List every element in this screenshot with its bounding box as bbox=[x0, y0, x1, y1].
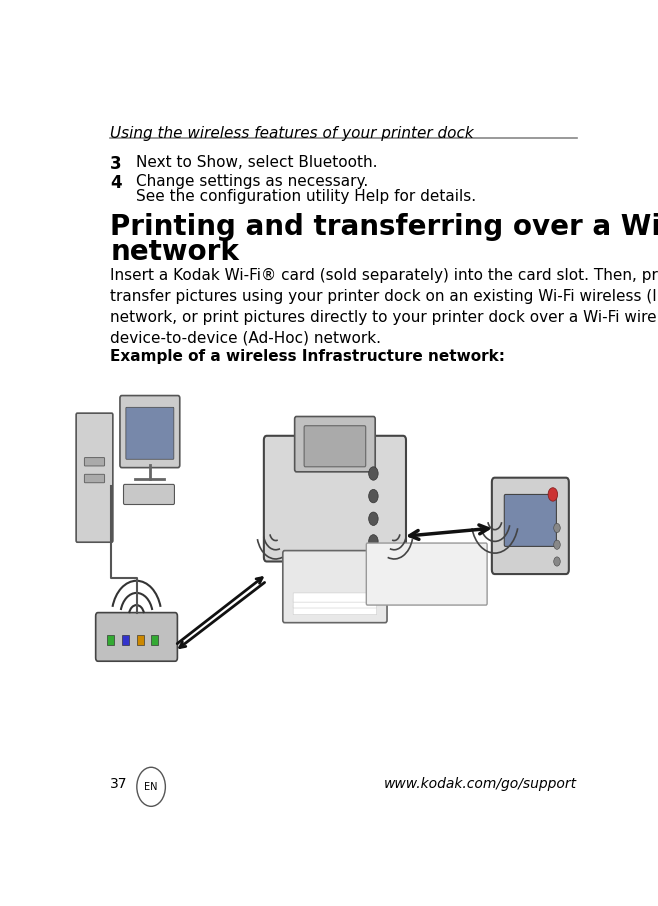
FancyBboxPatch shape bbox=[504, 495, 557, 546]
Text: network, or print pictures directly to your printer dock over a Wi-Fi wireless: network, or print pictures directly to y… bbox=[111, 310, 658, 324]
FancyBboxPatch shape bbox=[492, 477, 569, 574]
Bar bbox=[151, 635, 159, 645]
Text: Printing and transferring over a Wi-Fi wireless: Printing and transferring over a Wi-Fi w… bbox=[111, 214, 658, 241]
Text: device-to-device (Ad-Hoc) network.: device-to-device (Ad-Hoc) network. bbox=[111, 331, 381, 345]
Circle shape bbox=[554, 524, 560, 533]
Circle shape bbox=[548, 487, 557, 501]
FancyBboxPatch shape bbox=[84, 475, 105, 483]
FancyBboxPatch shape bbox=[84, 458, 105, 466]
FancyBboxPatch shape bbox=[126, 408, 174, 459]
Circle shape bbox=[554, 557, 560, 566]
FancyBboxPatch shape bbox=[367, 543, 487, 605]
Bar bbox=[137, 635, 143, 645]
FancyBboxPatch shape bbox=[124, 485, 174, 505]
FancyBboxPatch shape bbox=[120, 396, 180, 467]
FancyBboxPatch shape bbox=[95, 612, 178, 661]
Text: 3: 3 bbox=[111, 156, 122, 173]
Text: See the configuration utility Help for details.: See the configuration utility Help for d… bbox=[136, 189, 476, 204]
Text: Example of a wireless Infrastructure network:: Example of a wireless Infrastructure net… bbox=[111, 350, 505, 364]
FancyBboxPatch shape bbox=[304, 426, 366, 467]
FancyBboxPatch shape bbox=[293, 593, 376, 602]
Text: Next to Show, select Bluetooth.: Next to Show, select Bluetooth. bbox=[136, 156, 377, 170]
Text: Change settings as necessary.: Change settings as necessary. bbox=[136, 174, 368, 188]
Text: Using the wireless features of your printer dock: Using the wireless features of your prin… bbox=[111, 126, 474, 141]
Text: network: network bbox=[111, 237, 239, 265]
Text: 37: 37 bbox=[111, 777, 128, 791]
FancyBboxPatch shape bbox=[76, 413, 113, 542]
Bar bbox=[122, 635, 129, 645]
Circle shape bbox=[554, 540, 560, 549]
Bar bbox=[107, 635, 114, 645]
Circle shape bbox=[368, 512, 378, 525]
FancyBboxPatch shape bbox=[293, 599, 376, 608]
Circle shape bbox=[368, 467, 378, 480]
Text: Insert a Kodak Wi-Fi® card (sold separately) into the card slot. Then, print and: Insert a Kodak Wi-Fi® card (sold separat… bbox=[111, 268, 658, 283]
FancyBboxPatch shape bbox=[295, 417, 375, 472]
Circle shape bbox=[368, 489, 378, 503]
FancyBboxPatch shape bbox=[293, 605, 376, 614]
Circle shape bbox=[137, 767, 165, 806]
Text: EN: EN bbox=[144, 782, 158, 792]
FancyBboxPatch shape bbox=[283, 551, 387, 622]
FancyBboxPatch shape bbox=[264, 436, 406, 562]
Circle shape bbox=[368, 535, 378, 548]
Text: transfer pictures using your printer dock on an existing Wi-Fi wireless (Infrast: transfer pictures using your printer doc… bbox=[111, 289, 658, 304]
Text: www.kodak.com/go/support: www.kodak.com/go/support bbox=[384, 777, 577, 791]
Text: 4: 4 bbox=[111, 174, 122, 191]
